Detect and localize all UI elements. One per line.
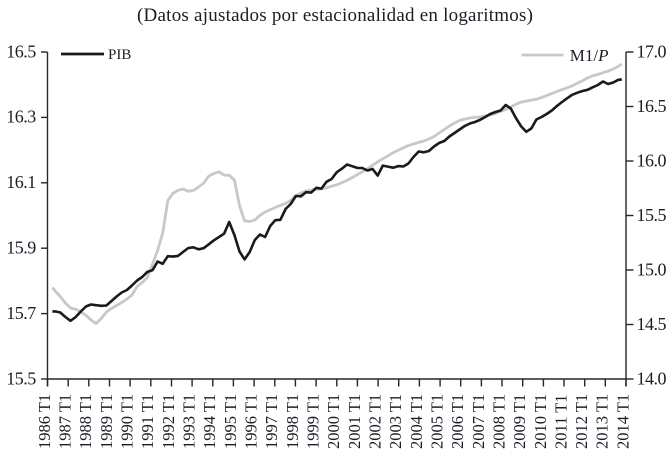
svg-text:1996 T1: 1996 T1 bbox=[242, 394, 261, 449]
svg-text:2007 T1: 2007 T1 bbox=[469, 394, 488, 449]
svg-text:2010 T1: 2010 T1 bbox=[531, 394, 550, 449]
svg-text:1987 T1: 1987 T1 bbox=[56, 394, 75, 449]
svg-text:1997 T1: 1997 T1 bbox=[262, 394, 281, 449]
svg-text:1988 T1: 1988 T1 bbox=[76, 394, 95, 449]
svg-text:16.0: 16.0 bbox=[637, 150, 667, 170]
svg-text:1986 T1: 1986 T1 bbox=[35, 394, 54, 449]
svg-text:1991 T1: 1991 T1 bbox=[138, 394, 157, 449]
svg-text:2006 T1: 2006 T1 bbox=[448, 394, 467, 449]
svg-text:2002 T1: 2002 T1 bbox=[366, 394, 385, 449]
svg-text:15.7: 15.7 bbox=[6, 303, 36, 323]
svg-text:2009 T1: 2009 T1 bbox=[510, 394, 529, 449]
svg-text:1992 T1: 1992 T1 bbox=[159, 394, 178, 449]
svg-text:15.9: 15.9 bbox=[6, 238, 36, 258]
svg-text:15.5: 15.5 bbox=[637, 205, 667, 225]
svg-text:2012 T1: 2012 T1 bbox=[572, 394, 591, 449]
svg-text:2005 T1: 2005 T1 bbox=[428, 394, 447, 449]
svg-text:2008 T1: 2008 T1 bbox=[489, 394, 508, 449]
svg-text:2004 T1: 2004 T1 bbox=[407, 394, 426, 449]
svg-text:PIB: PIB bbox=[108, 47, 131, 63]
svg-text:M1/P: M1/P bbox=[570, 46, 609, 65]
svg-text:16.1: 16.1 bbox=[6, 172, 36, 192]
svg-text:1995 T1: 1995 T1 bbox=[221, 394, 240, 449]
svg-text:2014 T1: 2014 T1 bbox=[613, 394, 632, 449]
svg-text:14.0: 14.0 bbox=[637, 368, 667, 388]
svg-text:1999 T1: 1999 T1 bbox=[304, 394, 323, 449]
svg-text:(Datos ajustados por estaciona: (Datos ajustados por estacionalidad en l… bbox=[137, 5, 533, 26]
svg-text:16.5: 16.5 bbox=[637, 96, 667, 116]
svg-text:1989 T1: 1989 T1 bbox=[97, 394, 116, 449]
svg-text:15.5: 15.5 bbox=[6, 368, 36, 388]
svg-text:2000 T1: 2000 T1 bbox=[324, 394, 343, 449]
svg-text:1998 T1: 1998 T1 bbox=[283, 394, 302, 449]
svg-text:2003 T1: 2003 T1 bbox=[386, 394, 405, 449]
svg-text:1990 T1: 1990 T1 bbox=[118, 394, 137, 449]
svg-text:2013 T1: 2013 T1 bbox=[593, 394, 612, 449]
svg-text:1994 T1: 1994 T1 bbox=[200, 394, 219, 449]
svg-text:15.0: 15.0 bbox=[637, 259, 667, 279]
svg-text:14.5: 14.5 bbox=[637, 314, 667, 334]
svg-text:2001 T1: 2001 T1 bbox=[345, 394, 364, 449]
svg-text:16.5: 16.5 bbox=[6, 41, 36, 61]
svg-text:1993 T1: 1993 T1 bbox=[180, 394, 199, 449]
svg-text:17.0: 17.0 bbox=[637, 41, 667, 61]
svg-text:2011 T1: 2011 T1 bbox=[551, 394, 570, 449]
svg-text:16.3: 16.3 bbox=[6, 107, 36, 127]
